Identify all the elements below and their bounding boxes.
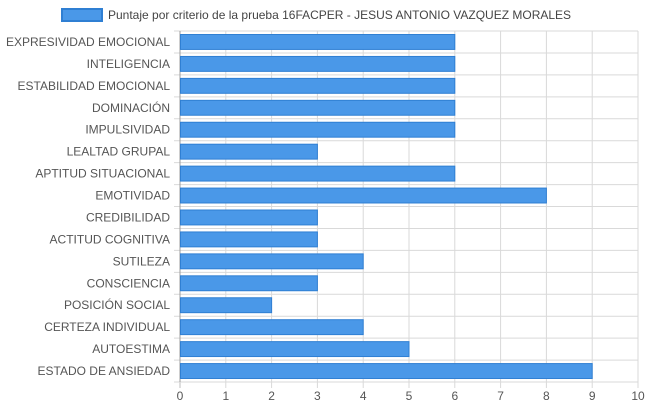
x-tick-labels: 0 1 2 3 4 5 6 7 8 9 10	[177, 389, 645, 403]
bar[interactable]	[180, 363, 593, 379]
legend-swatch	[61, 8, 103, 22]
bar[interactable]	[180, 253, 364, 270]
category-label: POSICIÓN SOCIAL	[64, 297, 170, 312]
category-label: DOMINACIÓN	[92, 100, 170, 115]
x-tick-label: 6	[451, 389, 458, 403]
chart-legend[interactable]: Puntaje por criterio de la prueba 16FACP…	[61, 8, 571, 22]
category-label: CONSCIENCIA	[87, 276, 170, 290]
x-tick-label: 5	[406, 389, 413, 403]
x-tick-label: 8	[543, 389, 550, 403]
category-label: ESTADO DE ANSIEDAD	[38, 364, 171, 378]
bar[interactable]	[180, 55, 456, 72]
bar[interactable]	[180, 209, 318, 226]
x-tick-label: 2	[268, 389, 275, 403]
category-label: AUTOESTIMA	[92, 342, 170, 356]
x-tick-label: 3	[314, 389, 321, 403]
category-label: ACTITUD COGNITIVA	[50, 232, 170, 246]
category-label: EXPRESIVIDAD EMOCIONAL	[6, 35, 170, 49]
bar[interactable]	[180, 319, 364, 336]
bars	[180, 34, 593, 379]
bar[interactable]	[180, 99, 456, 116]
bar[interactable]	[180, 121, 456, 138]
bar[interactable]	[180, 341, 410, 358]
x-tick-label: 0	[177, 389, 184, 403]
category-label: EMOTIVIDAD	[95, 189, 170, 203]
bar[interactable]	[180, 297, 273, 314]
bar[interactable]	[180, 231, 318, 248]
bar[interactable]	[180, 165, 456, 182]
x-tick-label: 4	[360, 389, 367, 403]
legend-label: Puntaje por criterio de la prueba 16FACP…	[108, 8, 571, 22]
x-tick-label: 7	[497, 389, 504, 403]
bar[interactable]	[180, 34, 456, 50]
bar[interactable]	[180, 275, 318, 292]
bar[interactable]	[180, 77, 456, 94]
category-label: CREDIBILIDAD	[86, 210, 170, 224]
category-label: ESTABILIDAD EMOCIONAL	[18, 79, 171, 93]
category-label: APTITUD SITUACIONAL	[35, 167, 170, 181]
category-label: LEALTAD GRUPAL	[67, 145, 171, 159]
category-label: SUTILEZA	[113, 254, 170, 268]
category-labels: EXPRESIVIDAD EMOCIONAL INTELIGENCIA ESTABI…	[6, 35, 170, 378]
category-label: INTELIGENCIA	[87, 57, 170, 71]
x-tick-label: 1	[222, 389, 229, 403]
x-tick-label: 9	[589, 389, 596, 403]
category-label: IMPULSIVIDAD	[85, 123, 170, 137]
bar[interactable]	[180, 143, 318, 160]
bar[interactable]	[180, 187, 547, 204]
x-tick-label: 10	[631, 389, 645, 403]
category-label: CERTEZA INDIVIDUAL	[44, 320, 170, 334]
